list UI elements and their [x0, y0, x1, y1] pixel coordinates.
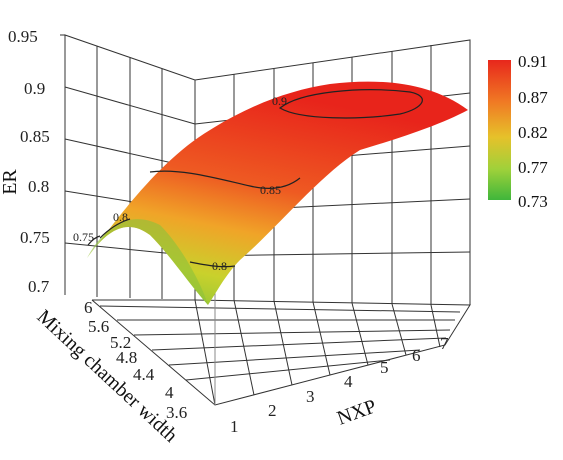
contour-label: 0.9	[272, 94, 287, 108]
z-tick-label: 0.9	[24, 79, 45, 98]
z-tick-label: 0.95	[8, 27, 38, 46]
surface-shade	[87, 219, 208, 305]
surface-patch	[87, 81, 468, 305]
contour-label: 0.85	[260, 183, 281, 197]
z-tick-label: 0.75	[20, 228, 50, 247]
contour-line-0.9	[278, 89, 423, 119]
x-tick-label: 4	[344, 372, 353, 391]
colorbar-label: 0.82	[518, 123, 548, 142]
y-tick-label: 5.2	[110, 333, 131, 352]
contours	[87, 89, 423, 268]
contour-line-0.8-right	[189, 261, 236, 268]
contour-label: 0.75	[73, 230, 94, 244]
y-tick-label: 6	[84, 298, 93, 317]
contour-line-0.8-left	[99, 218, 131, 239]
colorbar-label: 0.91	[518, 52, 548, 71]
contour-label: 0.8	[113, 210, 128, 224]
x-tick-label: 2	[268, 401, 277, 420]
x-tick-label: 3	[306, 387, 315, 406]
z-tick-label: 0.85	[20, 127, 50, 146]
contour-line-0.75	[87, 235, 101, 246]
x-tick-label: 1	[230, 417, 239, 436]
x-tick-label: 7	[440, 334, 449, 353]
y-tick-label: 4	[165, 383, 174, 402]
z-axis: 0.95 0.9 0.85 0.8 0.75 0.7 ER	[0, 27, 65, 296]
contour-line-0.85	[149, 170, 301, 190]
z-tick-label: 0.7	[28, 277, 50, 296]
colorbar-label: 0.73	[518, 192, 548, 211]
colorbar: 0.91 0.87 0.82 0.77 0.73	[488, 52, 548, 211]
z-axis-label: ER	[0, 169, 21, 195]
colorbar-gradient	[488, 60, 511, 200]
contour-labels: 0.9 0.85 0.8 0.8 0.75	[73, 94, 287, 273]
contour-label: 0.8	[212, 259, 227, 273]
x-axis-label: NXP	[334, 395, 379, 429]
y-tick-label: 3.6	[166, 403, 187, 422]
x-tick-label: 5	[380, 358, 389, 377]
x-axis: 1 2 3 4 5 6 7 NXP	[230, 334, 449, 436]
colorbar-label: 0.87	[518, 88, 548, 107]
colorbar-label: 0.77	[518, 158, 548, 177]
response-surface	[87, 81, 468, 305]
z-tick-label: 0.8	[28, 177, 49, 196]
y-tick-label: 4.4	[133, 365, 155, 384]
y-tick-label: 4.8	[116, 348, 137, 367]
y-tick-label: 5.6	[88, 317, 109, 336]
x-tick-label: 6	[412, 346, 421, 365]
